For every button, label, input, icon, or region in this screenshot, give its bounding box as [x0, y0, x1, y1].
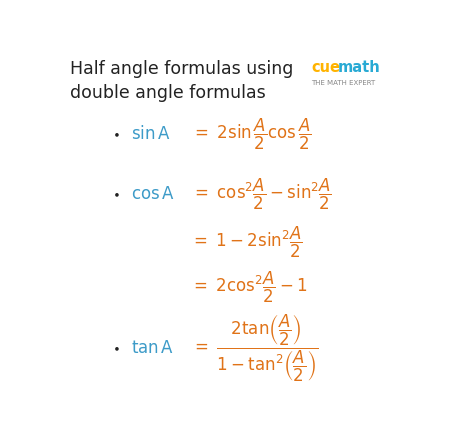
Text: THE MATH EXPERT: THE MATH EXPERT	[311, 80, 375, 86]
Text: cue: cue	[311, 60, 340, 76]
Text: $\bullet$: $\bullet$	[112, 341, 120, 354]
Text: math: math	[338, 60, 381, 76]
Text: $=\ 2\sin\dfrac{A}{2}\cos\dfrac{A}{2}$: $=\ 2\sin\dfrac{A}{2}\cos\dfrac{A}{2}$	[191, 116, 312, 151]
Text: $\bullet$: $\bullet$	[112, 187, 120, 201]
Text: $\mathrm{cos\,A}$: $\mathrm{cos\,A}$	[131, 185, 175, 203]
Text: $=\ 2\cos^2\!\dfrac{A}{2}-1$: $=\ 2\cos^2\!\dfrac{A}{2}-1$	[190, 270, 307, 305]
Text: $=\ \cos^2\!\dfrac{A}{2}-\sin^2\!\dfrac{A}{2}$: $=\ \cos^2\!\dfrac{A}{2}-\sin^2\!\dfrac{…	[191, 177, 332, 212]
Text: double angle formulas: double angle formulas	[70, 84, 266, 102]
Text: $\mathrm{tan\,A}$: $\mathrm{tan\,A}$	[131, 339, 174, 357]
Text: $\bullet$: $\bullet$	[112, 128, 120, 141]
Text: $\mathrm{sin\,A}$: $\mathrm{sin\,A}$	[131, 125, 171, 143]
Text: Half angle formulas using: Half angle formulas using	[70, 60, 294, 79]
Text: $=\ 1-2\sin^2\!\dfrac{A}{2}$: $=\ 1-2\sin^2\!\dfrac{A}{2}$	[190, 225, 302, 260]
Text: $=\ \dfrac{2\tan\!\left(\dfrac{A}{2}\right)}{1-\tan^2\!\left(\dfrac{A}{2}\right): $=\ \dfrac{2\tan\!\left(\dfrac{A}{2}\rig…	[191, 312, 319, 384]
